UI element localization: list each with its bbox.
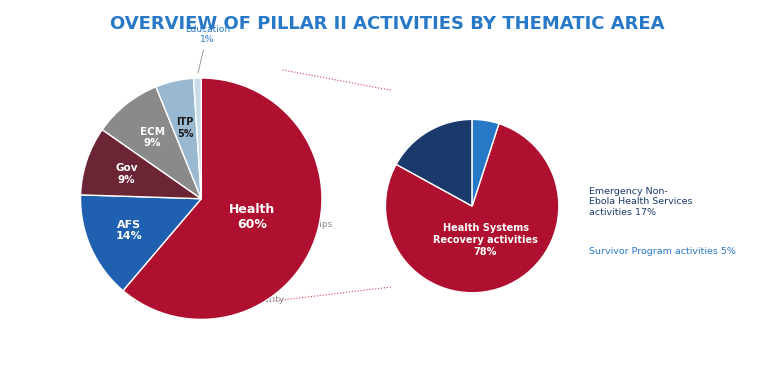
Text: ITP=Innovation, Technology, & Partnerships: ITP=Innovation, Technology, & Partnershi… xyxy=(135,220,333,229)
Text: ITP
5%: ITP 5% xyxy=(176,117,194,139)
Text: Health Systems
Recovery activities
78%: Health Systems Recovery activities 78% xyxy=(433,223,538,256)
Wedge shape xyxy=(156,78,201,199)
Text: Gov
9%: Gov 9% xyxy=(115,163,138,185)
Text: ECM=Economic Crisis Management: ECM=Economic Crisis Management xyxy=(135,245,296,254)
Text: Survivor Program activities 5%: Survivor Program activities 5% xyxy=(589,247,736,256)
Wedge shape xyxy=(194,78,201,199)
Text: Health
60%: Health 60% xyxy=(229,204,276,231)
Wedge shape xyxy=(123,78,322,319)
Text: AFS=Agriculture & Food Security: AFS=Agriculture & Food Security xyxy=(135,295,285,304)
Text: Emergency Non-
Ebola Health Services
activities 17%: Emergency Non- Ebola Health Services act… xyxy=(589,187,693,217)
Text: AFS
14%: AFS 14% xyxy=(116,220,143,241)
Text: OVERVIEW OF PILLAR II ACTIVITIES BY THEMATIC AREA: OVERVIEW OF PILLAR II ACTIVITIES BY THEM… xyxy=(110,15,664,33)
Text: Education
1%: Education 1% xyxy=(185,25,230,73)
Wedge shape xyxy=(102,87,201,199)
Wedge shape xyxy=(80,195,201,291)
Text: Gov=Governance: Gov=Governance xyxy=(135,270,216,279)
Wedge shape xyxy=(472,119,499,206)
Text: ECM
9%: ECM 9% xyxy=(140,127,165,148)
Wedge shape xyxy=(396,119,472,206)
Wedge shape xyxy=(80,130,201,199)
Wedge shape xyxy=(385,124,559,293)
